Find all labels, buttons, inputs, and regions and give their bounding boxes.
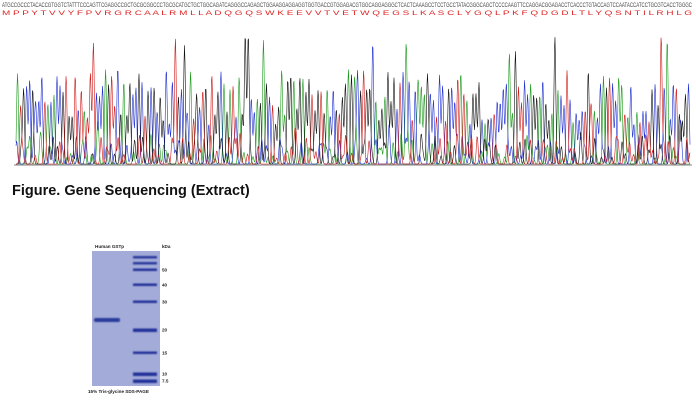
marker-label: 10	[162, 372, 168, 377]
trace	[15, 46, 691, 165]
marker-lane	[133, 256, 157, 383]
marker-label: 30	[162, 300, 168, 305]
marker-band	[133, 300, 157, 303]
gel-footer: 15% Tris-glycine SDS-PAGE	[88, 389, 149, 394]
figure-caption: Figure. Gene Sequencing (Extract)	[12, 183, 250, 199]
marker-band	[133, 262, 157, 265]
marker-band	[133, 372, 157, 376]
marker-band	[133, 328, 157, 332]
marker-label: 20	[162, 328, 168, 333]
marker-band	[133, 283, 157, 286]
dna-sequence: ATGCCGCCCTACACCGTGGTCTATTTCCCAGTTCGAGGCC…	[2, 3, 692, 9]
chromatogram	[15, 37, 691, 165]
marker-label: 7.5	[162, 379, 169, 384]
marker-label: 40	[162, 283, 168, 288]
sample-band	[94, 318, 120, 322]
marker-label: 50	[162, 268, 168, 273]
lane-label: Human GSTp	[95, 244, 124, 249]
marker-band	[133, 351, 157, 354]
marker-label: 15	[162, 351, 168, 356]
unit-label: kDa	[162, 244, 171, 249]
marker-band	[133, 379, 157, 383]
protein-sequence: M P P Y T V V Y F P V R G R C A A L R M …	[2, 11, 693, 17]
trace	[16, 37, 691, 165]
marker-band	[133, 268, 157, 271]
marker-band	[133, 256, 157, 259]
